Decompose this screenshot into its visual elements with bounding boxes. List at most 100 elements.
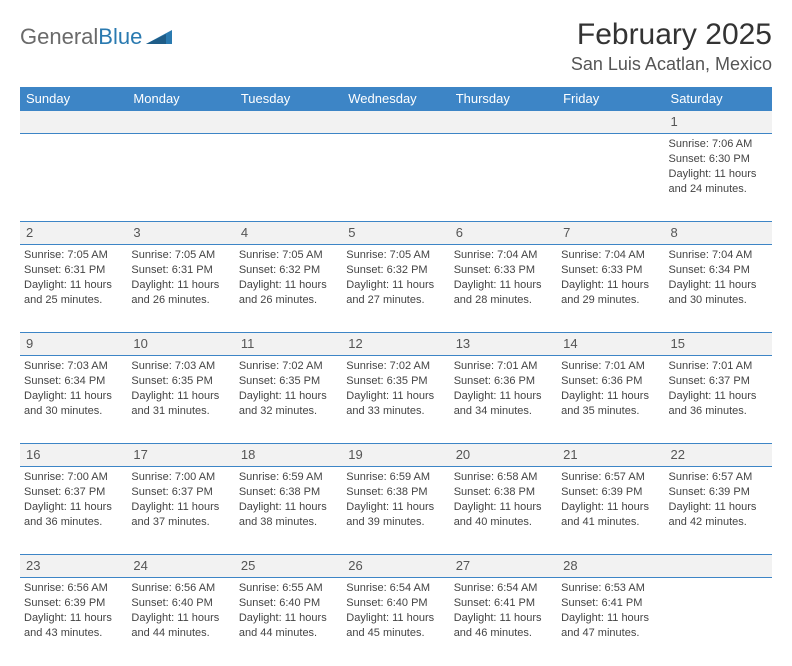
weekday-header: Friday [557, 87, 664, 111]
daynum-cell [20, 111, 127, 134]
daynum-cell: 9 [20, 333, 127, 356]
day-number: 13 [456, 336, 470, 351]
daynum-cell: 23 [20, 555, 127, 578]
day-cell [450, 134, 557, 222]
day-number: 23 [26, 558, 40, 573]
day-number: 12 [348, 336, 362, 351]
day-number: 8 [671, 225, 678, 240]
day-cell [20, 134, 127, 222]
daynum-cell: 11 [235, 333, 342, 356]
daynum-row: 16171819202122 [20, 444, 772, 467]
weekday-header: Saturday [665, 87, 772, 111]
daynum-cell: 28 [557, 555, 664, 578]
day-cell: Sunrise: 7:04 AMSunset: 6:33 PMDaylight:… [557, 245, 664, 333]
daynum-cell [665, 555, 772, 578]
day-details: Sunrise: 6:56 AMSunset: 6:40 PMDaylight:… [131, 581, 230, 640]
day-number: 15 [671, 336, 685, 351]
day-number: 25 [241, 558, 255, 573]
day-cell: Sunrise: 7:05 AMSunset: 6:32 PMDaylight:… [342, 245, 449, 333]
day-number: 27 [456, 558, 470, 573]
day-details: Sunrise: 6:54 AMSunset: 6:40 PMDaylight:… [346, 581, 445, 640]
day-cell: Sunrise: 7:01 AMSunset: 6:36 PMDaylight:… [557, 356, 664, 444]
day-cell: Sunrise: 6:57 AMSunset: 6:39 PMDaylight:… [665, 467, 772, 555]
day-cell: Sunrise: 7:05 AMSunset: 6:31 PMDaylight:… [127, 245, 234, 333]
daynum-row: 9101112131415 [20, 333, 772, 356]
day-cell: Sunrise: 7:04 AMSunset: 6:33 PMDaylight:… [450, 245, 557, 333]
weekday-header: Sunday [20, 87, 127, 111]
daynum-cell: 5 [342, 222, 449, 245]
day-cell: Sunrise: 7:06 AMSunset: 6:30 PMDaylight:… [665, 134, 772, 222]
day-cell: Sunrise: 7:04 AMSunset: 6:34 PMDaylight:… [665, 245, 772, 333]
day-cell: Sunrise: 6:56 AMSunset: 6:40 PMDaylight:… [127, 578, 234, 666]
daynum-cell: 7 [557, 222, 664, 245]
day-details: Sunrise: 7:01 AMSunset: 6:37 PMDaylight:… [669, 359, 768, 418]
weekday-header-row: Sunday Monday Tuesday Wednesday Thursday… [20, 87, 772, 111]
day-details: Sunrise: 6:56 AMSunset: 6:39 PMDaylight:… [24, 581, 123, 640]
title-block: February 2025 San Luis Acatlan, Mexico [571, 18, 772, 75]
day-details: Sunrise: 6:57 AMSunset: 6:39 PMDaylight:… [561, 470, 660, 529]
daynum-cell: 17 [127, 444, 234, 467]
day-details: Sunrise: 7:04 AMSunset: 6:34 PMDaylight:… [669, 248, 768, 307]
day-details: Sunrise: 7:01 AMSunset: 6:36 PMDaylight:… [561, 359, 660, 418]
day-number: 17 [133, 447, 147, 462]
day-cell: Sunrise: 7:01 AMSunset: 6:37 PMDaylight:… [665, 356, 772, 444]
day-number: 1 [671, 114, 678, 129]
day-cell: Sunrise: 6:54 AMSunset: 6:40 PMDaylight:… [342, 578, 449, 666]
day-details: Sunrise: 7:04 AMSunset: 6:33 PMDaylight:… [561, 248, 660, 307]
weekday-header: Tuesday [235, 87, 342, 111]
daynum-cell: 26 [342, 555, 449, 578]
day-cell: Sunrise: 6:55 AMSunset: 6:40 PMDaylight:… [235, 578, 342, 666]
weekday-header: Monday [127, 87, 234, 111]
day-cell: Sunrise: 7:00 AMSunset: 6:37 PMDaylight:… [20, 467, 127, 555]
brand-logo: GeneralBlue [20, 24, 172, 50]
day-number: 24 [133, 558, 147, 573]
day-cell: Sunrise: 7:03 AMSunset: 6:35 PMDaylight:… [127, 356, 234, 444]
day-cell: Sunrise: 6:58 AMSunset: 6:38 PMDaylight:… [450, 467, 557, 555]
daynum-cell: 20 [450, 444, 557, 467]
day-cell: Sunrise: 6:57 AMSunset: 6:39 PMDaylight:… [557, 467, 664, 555]
day-cell [557, 134, 664, 222]
day-details: Sunrise: 7:05 AMSunset: 6:31 PMDaylight:… [131, 248, 230, 307]
header: GeneralBlue February 2025 San Luis Acatl… [20, 18, 772, 75]
daynum-row: 1 [20, 111, 772, 134]
day-cell [127, 134, 234, 222]
daynum-cell: 12 [342, 333, 449, 356]
day-details: Sunrise: 7:01 AMSunset: 6:36 PMDaylight:… [454, 359, 553, 418]
day-details: Sunrise: 6:59 AMSunset: 6:38 PMDaylight:… [239, 470, 338, 529]
day-number: 19 [348, 447, 362, 462]
month-title: February 2025 [571, 18, 772, 52]
day-number: 21 [563, 447, 577, 462]
day-details: Sunrise: 6:59 AMSunset: 6:38 PMDaylight:… [346, 470, 445, 529]
day-number: 20 [456, 447, 470, 462]
day-details: Sunrise: 7:00 AMSunset: 6:37 PMDaylight:… [24, 470, 123, 529]
location-label: San Luis Acatlan, Mexico [571, 54, 772, 75]
week-row: Sunrise: 7:06 AMSunset: 6:30 PMDaylight:… [20, 134, 772, 222]
daynum-cell [557, 111, 664, 134]
week-row: Sunrise: 7:00 AMSunset: 6:37 PMDaylight:… [20, 467, 772, 555]
day-cell: Sunrise: 7:03 AMSunset: 6:34 PMDaylight:… [20, 356, 127, 444]
daynum-cell: 4 [235, 222, 342, 245]
day-number: 26 [348, 558, 362, 573]
day-details: Sunrise: 7:05 AMSunset: 6:32 PMDaylight:… [239, 248, 338, 307]
daynum-cell [127, 111, 234, 134]
week-row: Sunrise: 7:03 AMSunset: 6:34 PMDaylight:… [20, 356, 772, 444]
day-details: Sunrise: 6:58 AMSunset: 6:38 PMDaylight:… [454, 470, 553, 529]
daynum-cell: 8 [665, 222, 772, 245]
day-number: 28 [563, 558, 577, 573]
daynum-cell: 24 [127, 555, 234, 578]
day-details: Sunrise: 7:02 AMSunset: 6:35 PMDaylight:… [239, 359, 338, 418]
day-number: 7 [563, 225, 570, 240]
daynum-cell [450, 111, 557, 134]
day-details: Sunrise: 6:55 AMSunset: 6:40 PMDaylight:… [239, 581, 338, 640]
day-cell: Sunrise: 7:01 AMSunset: 6:36 PMDaylight:… [450, 356, 557, 444]
day-cell: Sunrise: 6:54 AMSunset: 6:41 PMDaylight:… [450, 578, 557, 666]
day-cell: Sunrise: 7:02 AMSunset: 6:35 PMDaylight:… [235, 356, 342, 444]
day-number: 16 [26, 447, 40, 462]
day-details: Sunrise: 6:57 AMSunset: 6:39 PMDaylight:… [669, 470, 768, 529]
logo-triangle-icon [146, 24, 172, 50]
day-cell: Sunrise: 7:00 AMSunset: 6:37 PMDaylight:… [127, 467, 234, 555]
day-cell: Sunrise: 7:05 AMSunset: 6:32 PMDaylight:… [235, 245, 342, 333]
daynum-cell: 2 [20, 222, 127, 245]
brand-part1: General [20, 24, 98, 50]
day-cell: Sunrise: 6:59 AMSunset: 6:38 PMDaylight:… [235, 467, 342, 555]
